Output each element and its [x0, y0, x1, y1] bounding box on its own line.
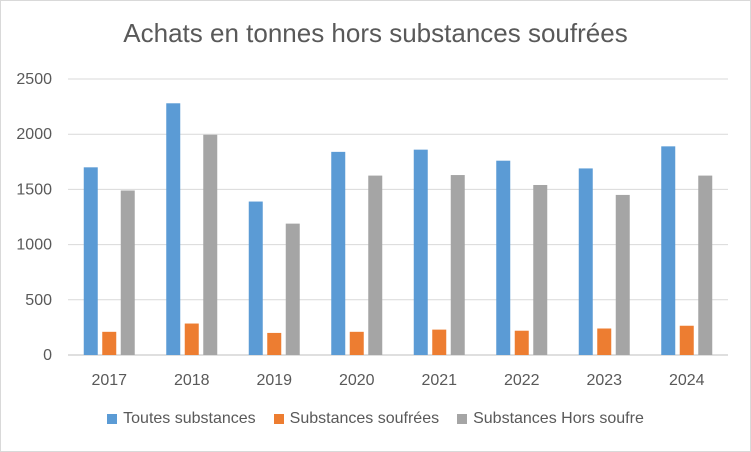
bars: [83, 103, 713, 356]
x-axis-ticks: 2017 2018 2019 2020 2021 2022 2023 2024: [91, 372, 704, 389]
y-tick-label: 1000: [16, 237, 52, 254]
x-tick-label: 2023: [586, 372, 622, 389]
x-tick-label: 2017: [91, 372, 127, 389]
y-tick-label: 2000: [16, 126, 52, 143]
bar-2018-2: [184, 323, 199, 355]
legend-item-toutes: Toutes substances: [107, 410, 256, 428]
bar-2020-3: [368, 175, 383, 355]
bar-2021-3: [450, 175, 465, 355]
legend-swatch: [457, 414, 468, 424]
bar-2023-1: [578, 168, 593, 355]
bar-2018-3: [203, 134, 218, 355]
bar-2022-2: [514, 330, 529, 355]
legend-swatch: [107, 414, 118, 424]
bar-2019-1: [248, 201, 263, 355]
y-tick-label: 0: [43, 347, 52, 364]
bar-2021-1: [413, 149, 428, 355]
x-tick-label: 2021: [421, 372, 457, 389]
bar-2022-3: [533, 184, 548, 355]
legend-item-soufrees: Substances soufrées: [273, 410, 440, 428]
bar-2023-2: [597, 328, 612, 355]
x-tick-label: 2019: [256, 372, 292, 389]
bar-2018-1: [166, 103, 181, 356]
chart-title: Achats en tonnes hors substances soufrée…: [123, 18, 628, 48]
legend-label: Substances soufrées: [289, 410, 440, 427]
bar-2020-2: [349, 331, 364, 355]
bar-2024-1: [661, 146, 676, 355]
bar-2022-1: [496, 160, 511, 355]
legend-swatch: [273, 414, 284, 424]
bar-2017-1: [83, 167, 98, 355]
legend-label: Substances Hors soufre: [473, 410, 644, 427]
bar-2019-3: [285, 223, 300, 355]
bar-2024-2: [679, 325, 694, 355]
bar-2017-2: [102, 331, 117, 355]
x-tick-label: 2018: [174, 372, 210, 389]
legend-label: Toutes substances: [123, 410, 256, 427]
x-tick-label: 2024: [669, 372, 705, 389]
bar-2017-3: [120, 190, 135, 355]
bar-2024-3: [698, 175, 713, 355]
y-tick-label: 1500: [16, 181, 52, 198]
x-tick-label: 2020: [339, 372, 375, 389]
legend: Toutes substances Substances soufrées Su…: [0, 410, 751, 428]
legend-item-hors-soufre: Substances Hors soufre: [457, 410, 644, 428]
x-tick-label: 2022: [504, 372, 540, 389]
bar-2023-3: [615, 194, 630, 355]
bar-2021-2: [432, 329, 447, 355]
y-axis-ticks: 0 500 1000 1500 2000 2500: [16, 71, 52, 364]
y-tick-label: 2500: [16, 71, 52, 88]
bar-2020-1: [331, 151, 346, 355]
bar-2019-2: [267, 332, 282, 355]
y-tick-label: 500: [25, 292, 52, 309]
